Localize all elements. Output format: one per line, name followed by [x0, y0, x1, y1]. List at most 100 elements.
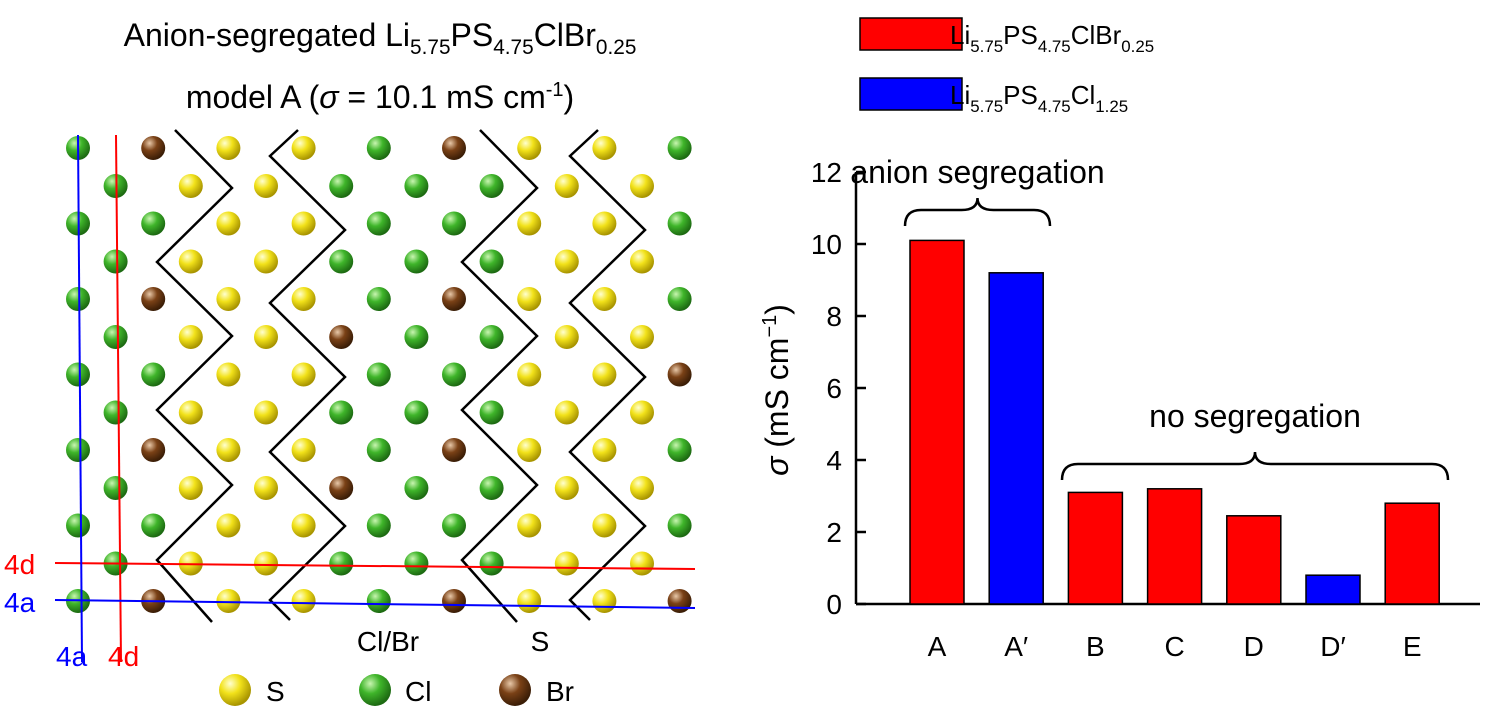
atom: [592, 438, 617, 462]
atom: [66, 287, 90, 311]
formula-part: Li: [950, 80, 970, 110]
atom: [103, 325, 128, 349]
atom: [667, 513, 692, 538]
formula-part: PS: [1003, 80, 1038, 110]
formula-part: 1.25: [1095, 97, 1128, 116]
bar: [1067, 491, 1124, 605]
atom: [141, 438, 166, 462]
atom: [404, 249, 429, 274]
site-label: 4d: [4, 549, 35, 580]
atom: [554, 400, 579, 425]
zigzag: [460, 129, 539, 623]
legend-label: Li5.75PS4.75ClBr0.25: [950, 20, 1154, 56]
atom: [554, 476, 579, 500]
atom: [404, 174, 429, 198]
legend-label: S: [266, 676, 285, 707]
atom: [630, 400, 654, 425]
atom: [517, 362, 542, 387]
bar: [1384, 502, 1440, 605]
x-tick-label: D: [1244, 631, 1264, 662]
atom: [630, 174, 654, 198]
atom: [630, 551, 654, 576]
legend-atom: [359, 674, 391, 706]
atom: [66, 438, 90, 462]
atom: [291, 211, 316, 236]
formula-part: Li: [950, 20, 970, 50]
atom: [479, 476, 504, 500]
atom: [103, 249, 128, 274]
atom: [329, 551, 354, 576]
atom: [479, 249, 504, 274]
atom: [366, 136, 391, 160]
legend-label: Br: [546, 676, 574, 707]
formula-part: 5.75: [970, 37, 1003, 56]
y-axis-label: σ (mS cm−1): [759, 304, 795, 476]
bar: [1305, 574, 1361, 605]
x-tick-label: A: [928, 631, 947, 662]
subtitle-part: = 10.1 mS cm: [339, 79, 546, 115]
formula-part: 4.75: [493, 36, 533, 59]
atom: [554, 325, 579, 349]
y-label-part: σ: [759, 455, 795, 476]
formula-part: Anion-segregated Li: [124, 17, 410, 53]
atom: [517, 513, 542, 538]
zigzag: [568, 129, 647, 621]
legend-atom: [219, 674, 251, 706]
annotation: anion segregation: [850, 154, 1104, 190]
site-line: [54, 599, 696, 609]
atom: [517, 589, 542, 613]
x-tick-label: D′: [1320, 631, 1345, 662]
atom: [592, 362, 617, 387]
formula-part: ClBr: [1071, 20, 1122, 50]
atom: [479, 551, 504, 576]
site-label: 4a: [4, 587, 36, 618]
atom: [66, 513, 90, 538]
atom: [630, 476, 654, 500]
atom: [291, 513, 316, 538]
atom: [141, 211, 166, 236]
atom: [404, 476, 429, 500]
atom: [366, 589, 391, 613]
y-label-part: ): [759, 304, 795, 315]
legend-swatch: [859, 17, 963, 51]
atom: [254, 476, 278, 500]
atom: [667, 136, 692, 160]
atom: [66, 362, 90, 387]
bar: [988, 272, 1044, 605]
atom: [667, 589, 692, 613]
atom: [141, 136, 166, 160]
atom: [366, 513, 391, 538]
subtitle-part: ): [564, 79, 575, 115]
atom: [216, 211, 241, 236]
atom: [216, 136, 241, 160]
y-tick-label: 6: [826, 373, 842, 404]
atom: [291, 287, 316, 311]
annotation-brace: [1060, 451, 1450, 481]
legend-swatch: [859, 77, 963, 111]
atom: [479, 325, 504, 349]
x-tick-label: E: [1403, 631, 1422, 662]
zigzag: [268, 129, 347, 621]
atom: [667, 362, 692, 387]
structure-title: Anion-segregated Li5.75PS4.75ClBr0.25: [124, 17, 637, 59]
atom: [404, 325, 429, 349]
legend-label: Cl: [405, 676, 431, 707]
x-tick-label: C: [1164, 631, 1184, 662]
atom: [404, 551, 429, 576]
atom: [216, 589, 241, 613]
atom: [366, 211, 391, 236]
atom: [479, 400, 504, 425]
atom: [141, 513, 166, 538]
formula-part: 5.75: [410, 36, 450, 59]
atom: [442, 136, 466, 160]
atom: [103, 400, 128, 425]
atom: [442, 513, 466, 538]
atom: [178, 325, 203, 349]
y-tick-label: 2: [826, 517, 842, 548]
atom: [667, 438, 692, 462]
y-tick-label: 10: [811, 229, 842, 260]
atom: [366, 362, 391, 387]
formula-part: 5.75: [970, 97, 1003, 116]
atom: [141, 362, 166, 387]
